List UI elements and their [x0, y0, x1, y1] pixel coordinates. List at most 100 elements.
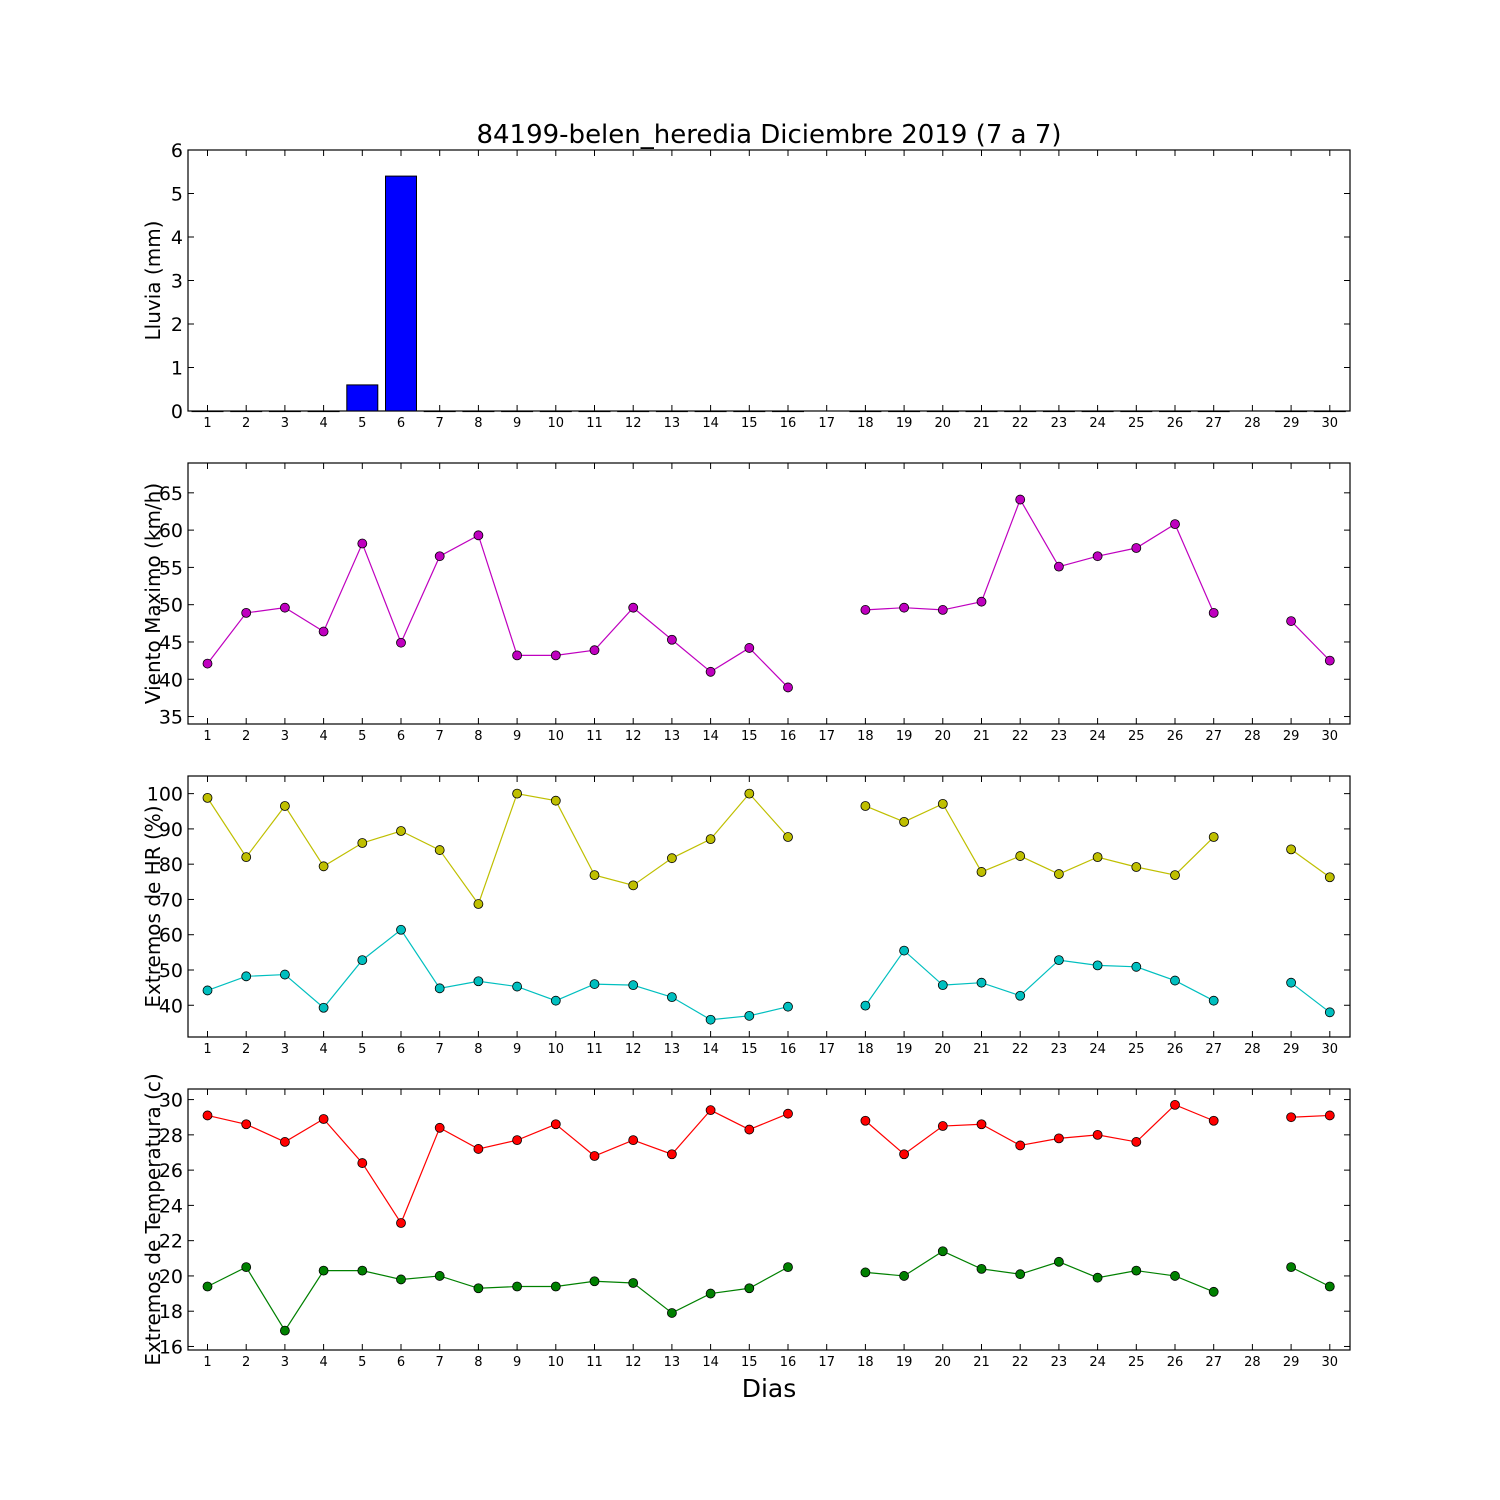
- point-day-14: [705, 1014, 716, 1025]
- point-day-13: [667, 1308, 677, 1318]
- x-tick-label: 12: [625, 1355, 642, 1370]
- point-day-20: [937, 980, 948, 991]
- point-day-22: [1015, 851, 1026, 861]
- y-tick-label: 30: [159, 1090, 183, 1112]
- point-day-7: [434, 551, 445, 562]
- bar-day-19: [888, 410, 921, 413]
- point-day-27: [1208, 1286, 1219, 1297]
- x-tick-label: 4: [319, 1042, 327, 1057]
- bar-day-15: [733, 410, 766, 413]
- x-tick-label: 21: [973, 1355, 990, 1370]
- plot-frame: [187, 149, 1351, 412]
- point-day-18: [860, 605, 871, 615]
- series-line: [207, 1109, 789, 1225]
- y-tick-label: 6: [171, 140, 183, 162]
- x-tick-label: 24: [1089, 416, 1106, 431]
- x-tick-label: 14: [702, 1042, 719, 1057]
- point-day-16: [783, 682, 793, 693]
- point-day-12: [628, 980, 639, 991]
- series-line: [1291, 1114, 1330, 1118]
- x-tick-label: 14: [702, 729, 719, 744]
- point-day-29: [1286, 1112, 1296, 1123]
- point-day-21: [976, 977, 987, 988]
- series-line: [865, 498, 1215, 614]
- point-day-10: [550, 1119, 561, 1130]
- point-day-8: [473, 1144, 484, 1154]
- bar-day-13: [655, 410, 688, 413]
- series-line: [1290, 1266, 1331, 1288]
- point-day-2: [241, 971, 252, 982]
- y-tick-label: 24: [159, 1195, 183, 1217]
- x-tick-label: 4: [319, 416, 327, 431]
- y-axis-label: Extremos de HR (%): [141, 805, 165, 1007]
- point-day-3: [279, 1137, 290, 1147]
- x-tick-label: 6: [397, 1355, 405, 1370]
- y-tick-label: 45: [159, 632, 183, 654]
- point-day-16: [783, 832, 793, 842]
- point-day-30: [1324, 872, 1335, 883]
- x-tick-label: 16: [780, 1355, 797, 1370]
- x-tick-label: 2: [242, 1355, 250, 1370]
- y-tick-label: 100: [147, 784, 183, 806]
- bar-day-27: [1197, 410, 1230, 413]
- x-tick-label: 26: [1167, 1042, 1184, 1057]
- series-line: [865, 803, 1215, 876]
- point-day-2: [241, 1119, 252, 1130]
- point-day-2: [241, 607, 252, 618]
- chart-title: 84199-belen_heredia Diciembre 2019 (7 a …: [476, 120, 1061, 150]
- point-day-27: [1208, 607, 1219, 618]
- x-tick-label: 22: [1012, 416, 1029, 431]
- bar-day-16: [772, 410, 804, 413]
- point-day-21: [976, 1263, 987, 1274]
- y-tick-label: 35: [159, 707, 183, 729]
- x-tick-label: 4: [319, 1355, 327, 1370]
- bar-day-8: [462, 410, 495, 413]
- x-tick-label: 14: [702, 1355, 719, 1370]
- x-tick-label: 10: [548, 416, 565, 431]
- bar-day-4: [307, 410, 340, 413]
- point-day-8: [473, 976, 484, 987]
- bar-day-14: [694, 410, 727, 413]
- point-day-13: [667, 992, 677, 1003]
- x-tick-label: 19: [896, 416, 913, 431]
- x-axis-label: Dias: [742, 1374, 797, 1403]
- point-day-2: [241, 852, 252, 863]
- bar-day-12: [617, 410, 650, 413]
- x-tick-label: 7: [436, 729, 444, 744]
- bar-day-22: [1004, 410, 1037, 413]
- x-tick-label: 12: [625, 416, 642, 431]
- bar-day-9: [501, 410, 534, 413]
- plot-frame: [187, 462, 1351, 725]
- x-tick-label: 3: [281, 416, 289, 431]
- point-day-26: [1170, 519, 1180, 530]
- y-tick-label: 1: [171, 358, 183, 380]
- x-tick-label: 13: [664, 1042, 681, 1057]
- x-tick-label: 13: [664, 1355, 681, 1370]
- point-day-2: [241, 1262, 252, 1273]
- y-tick-label: 0: [171, 401, 183, 423]
- x-tick-label: 13: [664, 416, 681, 431]
- x-tick-label: 25: [1128, 729, 1145, 744]
- point-day-14: [705, 666, 716, 677]
- bar-day-30: [1313, 410, 1346, 413]
- x-tick-label: 9: [513, 1355, 521, 1370]
- x-tick-label: 28: [1244, 729, 1261, 744]
- x-tick-label: 17: [818, 416, 835, 431]
- series-line: [206, 792, 789, 906]
- point-day-12: [628, 1278, 639, 1288]
- point-day-1: [202, 658, 213, 669]
- point-day-19: [899, 816, 909, 827]
- bar-day-24: [1081, 410, 1114, 413]
- point-day-24: [1092, 1129, 1103, 1140]
- x-tick-label: 23: [1051, 416, 1068, 431]
- x-tick-label: 23: [1051, 729, 1068, 744]
- point-day-6: [396, 1218, 406, 1228]
- x-tick-label: 17: [818, 729, 835, 744]
- x-tick-label: 8: [474, 1355, 482, 1370]
- x-tick-label: 11: [586, 1042, 603, 1057]
- point-day-21: [976, 596, 987, 607]
- x-tick-label: 19: [896, 1042, 913, 1057]
- x-tick-label: 22: [1012, 1042, 1029, 1057]
- x-tick-label: 2: [242, 1042, 250, 1057]
